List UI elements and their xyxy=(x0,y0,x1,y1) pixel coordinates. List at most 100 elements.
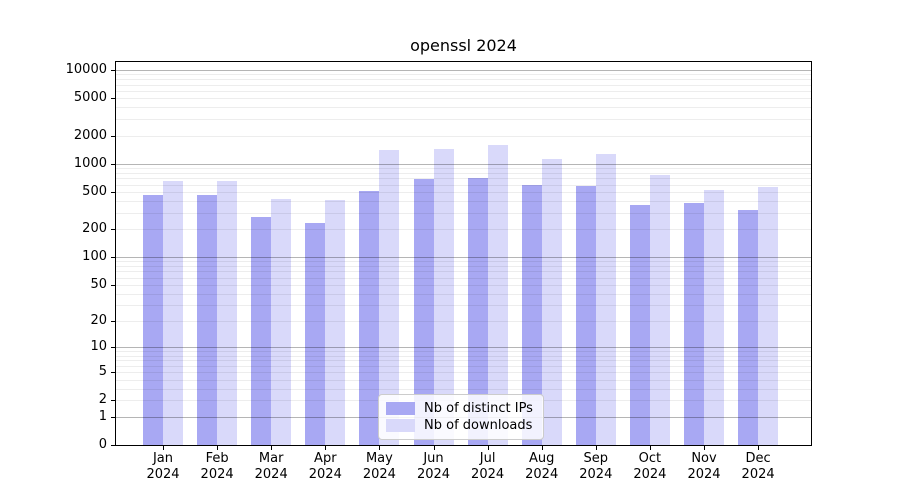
gridline-minor-9 xyxy=(116,351,811,353)
y-tick-50 xyxy=(111,284,115,286)
legend: Nb of distinct IPs Nb of downloads xyxy=(378,394,544,440)
x-tick-label-dec: Dec 2024 xyxy=(741,451,775,482)
x-tick-jan xyxy=(163,446,164,450)
gridline-minor-900 xyxy=(116,168,811,169)
x-tick-label-jun: Jun 2024 xyxy=(416,451,451,482)
bar-downloads-sep xyxy=(595,154,616,445)
y-tick-10 xyxy=(111,347,115,349)
gridline-minor-90 xyxy=(116,261,811,263)
y-tick-10000 xyxy=(111,70,115,71)
gridline-minor-700 xyxy=(116,178,811,180)
legend-item-downloads: Nb of downloads xyxy=(386,417,536,434)
bar-downloads-nov xyxy=(704,189,724,445)
gridline-minor-300 xyxy=(116,212,811,214)
bar-downloads-oct xyxy=(649,174,670,445)
gridline-major-1000 xyxy=(116,163,811,165)
bar-ips-jul xyxy=(467,178,488,445)
gridline-minor-9000 xyxy=(116,74,811,76)
y-tick-label-1000: 1000 xyxy=(73,155,107,171)
y-tick-label-5: 5 xyxy=(98,364,107,379)
legend-label-distinct-ips: Nb of distinct IPs xyxy=(424,401,533,416)
y-tick-100 xyxy=(111,257,115,259)
x-tick-label-oct: Oct 2024 xyxy=(633,451,667,482)
x-tick-aug xyxy=(541,446,543,450)
x-tick-label-jan: Jan 2024 xyxy=(146,451,180,482)
y-tick-1000 xyxy=(111,163,115,165)
bar-ips-sep xyxy=(575,185,596,445)
bar-downloads-aug xyxy=(541,158,562,445)
gridline-minor-7 xyxy=(116,360,811,362)
bar-downloads-jun xyxy=(433,149,454,445)
y-tick-label-10000: 10000 xyxy=(65,62,107,77)
x-tick-apr xyxy=(325,446,327,450)
gridline-minor-8 xyxy=(116,355,811,357)
y-tick-label-100: 100 xyxy=(82,249,107,265)
gridline-minor-5 xyxy=(116,372,811,373)
y-tick-20 xyxy=(111,321,115,322)
x-tick-label-may: May 2024 xyxy=(362,451,396,482)
gridline-minor-50 xyxy=(116,284,811,286)
y-tick-label-200: 200 xyxy=(82,221,107,237)
y-tick-label-2000: 2000 xyxy=(73,127,107,143)
legend-label-downloads: Nb of downloads xyxy=(424,418,533,433)
bar-ips-mar xyxy=(251,216,272,445)
legend-item-distinct-ips: Nb of distinct IPs xyxy=(386,400,536,417)
x-tick-oct xyxy=(649,446,651,450)
x-tick-label-nov: Nov 2024 xyxy=(687,451,721,482)
gridline-minor-4 xyxy=(116,379,811,381)
x-tick-sep xyxy=(595,446,597,450)
gridline-minor-7000 xyxy=(116,84,811,86)
gridline-minor-200 xyxy=(116,229,811,231)
y-tick-label-10: 10 xyxy=(90,339,107,355)
gridline-major-10000 xyxy=(116,70,811,71)
gridline-minor-8000 xyxy=(116,79,811,81)
x-tick-label-sep: Sep 2024 xyxy=(579,451,613,482)
gridline-minor-20 xyxy=(116,321,811,322)
gridline-minor-3 xyxy=(116,388,811,390)
bar-downloads-mar xyxy=(271,199,292,445)
x-tick-mar xyxy=(271,446,273,450)
gridline-minor-6 xyxy=(116,365,811,367)
bar-downloads-jan xyxy=(163,181,183,445)
bar-downloads-dec xyxy=(758,186,779,445)
gridline-minor-6000 xyxy=(116,90,811,92)
bar-ips-apr xyxy=(305,223,326,445)
gridline-minor-3000 xyxy=(116,119,811,120)
x-tick-label-mar: Mar 2024 xyxy=(254,451,288,482)
y-tick-1 xyxy=(111,416,115,418)
y-tick-label-5000: 5000 xyxy=(73,90,107,106)
x-tick-nov xyxy=(704,446,705,450)
gridline-minor-4000 xyxy=(116,107,811,109)
x-tick-feb xyxy=(217,446,219,450)
gridline-minor-400 xyxy=(116,201,811,202)
y-tick-label-1: 1 xyxy=(98,408,107,424)
gridline-minor-5000 xyxy=(116,98,811,100)
x-tick-label-aug: Aug 2024 xyxy=(525,451,559,482)
bar-ips-feb xyxy=(197,195,218,445)
y-tick-label-0: 0 xyxy=(98,437,107,452)
x-tick-jul xyxy=(487,446,489,450)
gridline-minor-70 xyxy=(116,271,811,273)
bar-ips-may xyxy=(359,191,380,445)
gridline-minor-2000 xyxy=(116,135,811,137)
bar-downloads-feb xyxy=(217,181,238,445)
x-tick-label-jul: Jul 2024 xyxy=(471,451,505,482)
plot-area xyxy=(115,61,812,446)
x-tick-dec xyxy=(758,446,760,450)
y-tick-label-50: 50 xyxy=(90,276,107,292)
bar-downloads-jul xyxy=(487,144,508,445)
y-tick-label-2: 2 xyxy=(98,392,107,408)
y-tick-0 xyxy=(111,445,115,446)
x-tick-label-feb: Feb 2024 xyxy=(200,451,234,482)
y-tick-2 xyxy=(111,400,115,402)
y-tick-2000 xyxy=(111,135,115,137)
bar-downloads-may xyxy=(379,150,400,445)
legend-swatch-distinct-ips xyxy=(386,402,415,415)
y-tick-label-500: 500 xyxy=(82,183,107,199)
x-tick-jun xyxy=(433,446,435,450)
bar-downloads-apr xyxy=(325,200,346,445)
gridline-minor-500 xyxy=(116,191,811,193)
y-tick-200 xyxy=(111,229,115,231)
gridline-minor-600 xyxy=(116,184,811,186)
